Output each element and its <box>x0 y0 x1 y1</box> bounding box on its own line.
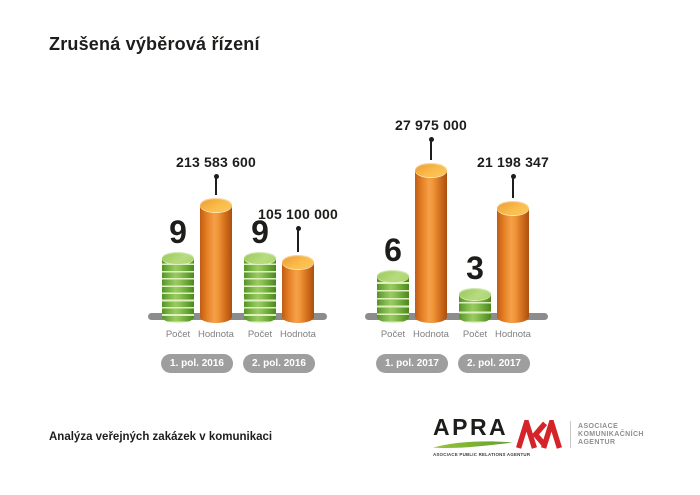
aka-caption-line: KOMUNIKAČNÍCH <box>578 431 644 438</box>
baseline-bar <box>365 313 548 320</box>
value-annotation: 21 198 347 <box>476 154 550 170</box>
apra-caption: ASOCIACE PUBLIC RELATIONS AGENTUR <box>433 452 531 457</box>
pocet-label: Počet <box>165 329 191 340</box>
value-annotation: 105 100 000 <box>257 206 339 222</box>
pocet-label: Počet <box>380 329 406 340</box>
cylinder-body <box>282 262 314 323</box>
page-title: Zrušená výběrová řízení <box>49 34 260 54</box>
value-annotation: 27 975 000 <box>394 117 468 133</box>
hodnota-label: Hodnota <box>198 329 234 340</box>
hodnota-label: Hodnota <box>280 329 316 340</box>
count-label: 9 <box>251 214 269 250</box>
period-pill: 1. pol. 2017 <box>376 354 448 373</box>
aka-divider <box>570 421 571 448</box>
value-cylinder <box>200 198 232 323</box>
cylinder-cap <box>415 163 447 177</box>
cylinder-cap <box>282 255 314 269</box>
count-cylinder <box>459 288 491 323</box>
aka-caption-line: ASOCIACE <box>578 423 619 430</box>
period-pill: 2. pol. 2017 <box>458 354 530 373</box>
baseline-bar <box>148 313 327 320</box>
annotation-line <box>512 176 514 198</box>
cylinder-cap <box>244 252 276 264</box>
period-pill: 2. pol. 2016 <box>243 354 315 373</box>
cylinder-cap <box>497 201 529 215</box>
annotation-line <box>215 176 217 195</box>
aka-caption: ASOCIACE KOMUNIKAČNÍCH AGENTUR <box>578 420 644 447</box>
value-cylinder <box>497 201 529 323</box>
apra-swoosh-icon <box>433 441 513 449</box>
value-cylinder <box>415 163 447 323</box>
cylinder-body <box>377 276 409 323</box>
cylinder-body <box>415 170 447 323</box>
count-label: 6 <box>384 232 402 268</box>
value-annotation: 213 583 600 <box>175 154 257 170</box>
count-cylinder <box>377 270 409 323</box>
hodnota-label: Hodnota <box>413 329 449 340</box>
aka-logo: ASOCIACE KOMUNIKAČNÍCH AGENTUR <box>516 420 644 449</box>
cylinder-cap <box>459 288 491 300</box>
value-cylinder <box>282 255 314 323</box>
aka-caption-line: AGENTUR <box>578 439 616 446</box>
count-cylinder <box>244 252 276 323</box>
cylinder-cap <box>200 198 232 212</box>
hodnota-label: Hodnota <box>495 329 531 340</box>
apra-logo: APRA ASOCIACE PUBLIC RELATIONS AGENTUR <box>433 414 531 461</box>
pocet-label: Počet <box>462 329 488 340</box>
period-pill: 1. pol. 2016 <box>161 354 233 373</box>
count-label: 9 <box>169 214 187 250</box>
annotation-line <box>430 139 432 160</box>
annotation-line <box>297 228 299 252</box>
aka-monogram-icon <box>516 420 562 449</box>
cylinder-cap <box>162 252 194 264</box>
apra-wordmark: APRA <box>433 414 509 440</box>
cylinder-body <box>497 208 529 323</box>
pocet-label: Počet <box>247 329 273 340</box>
cylinder-body <box>244 258 276 323</box>
footer-note: Analýza veřejných zakázek v komunikaci <box>49 431 273 443</box>
count-cylinder <box>162 252 194 323</box>
count-label: 3 <box>466 250 484 286</box>
cylinder-body <box>162 258 194 323</box>
cylinder-body <box>200 205 232 323</box>
cylinder-cap <box>377 270 409 282</box>
